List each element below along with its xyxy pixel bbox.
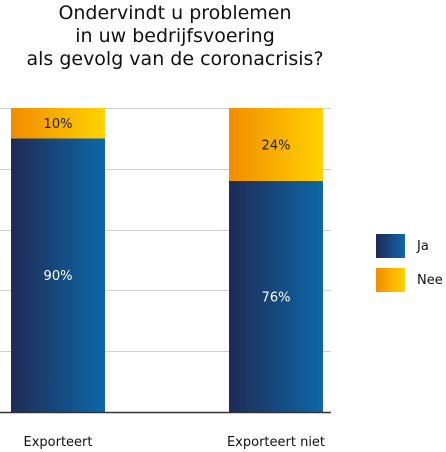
legend-swatch-ja [376,234,405,258]
legend-label-ja: Ja [417,238,429,254]
category-label-2: Exporteert niet [227,435,325,450]
legend: Ja Nee [376,234,443,302]
chart-title: Ondervindt u problemen in uw bedrijfsvoe… [0,2,350,71]
data-label-ja-1: 90% [44,269,73,284]
bar-ja-2 [229,180,323,412]
bar-ja-1 [11,138,105,412]
legend-item-nee: Nee [376,268,443,292]
data-label-nee-2: 24% [262,138,291,153]
legend-swatch-nee [376,268,405,292]
chart-title-line-2: in uw bedrijfsvoering [75,25,275,47]
legend-label-nee: Nee [417,272,443,288]
data-label-ja-2: 76% [262,290,291,305]
chart-title-line-1: Ondervindt u problemen [58,2,292,24]
bar-nee-2 [229,108,323,181]
legend-item-ja: Ja [376,234,443,258]
chart-title-line-3: als gevolg van de coronacrisis? [26,48,324,70]
category-label-1: Exporteert [24,435,93,450]
bar-nee-1 [11,108,105,139]
data-label-nee-1: 10% [44,117,73,132]
